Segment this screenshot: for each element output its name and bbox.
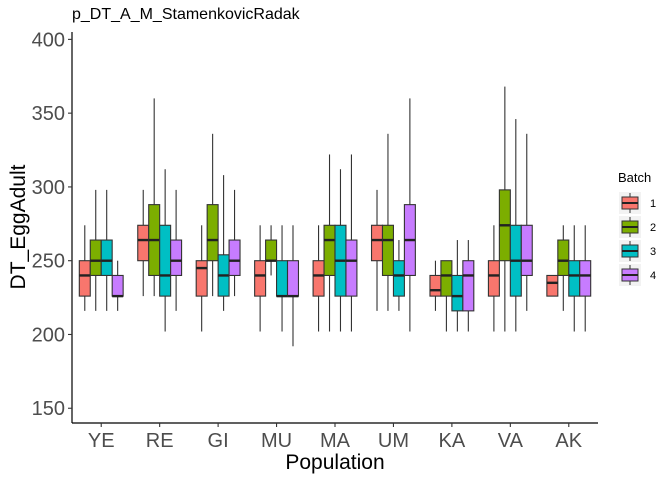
box-ye-batch-1 (78, 225, 91, 311)
box-ye-batch-2 (89, 189, 102, 311)
legend-label: 2 (650, 222, 656, 234)
box-va-batch-2 (498, 86, 511, 332)
legend-item-batch-4: 4 (619, 264, 656, 286)
box-iqr (370, 224, 384, 262)
box-ye-batch-3 (100, 189, 113, 311)
box-mu-batch-4 (286, 225, 300, 347)
box-iqr (557, 239, 570, 277)
box-mu-batch-2 (265, 225, 278, 276)
box-iqr (312, 260, 325, 297)
legend: Batch 1 2 3 4 (618, 170, 656, 286)
x-tick-label-re: RE (146, 430, 174, 452)
y-tick-label: 300 (32, 177, 65, 199)
box-iqr (265, 239, 278, 262)
legend-item-batch-3: 3 (619, 240, 656, 262)
x-axis-title: Population (285, 451, 384, 474)
box-iqr (323, 224, 336, 277)
legend-label: 3 (650, 246, 656, 258)
y-tick-label: 350 (32, 103, 65, 125)
box-ye-batch-4 (111, 260, 124, 311)
box-iqr (451, 274, 464, 312)
box-iqr (78, 260, 91, 297)
box-iqr (137, 224, 150, 262)
box-gi-batch-2 (206, 133, 219, 297)
box-ka-batch-1 (429, 260, 442, 311)
x-tick-label-um: UM (378, 430, 409, 452)
box-um-batch-3 (392, 240, 405, 311)
box-iqr (286, 260, 300, 297)
box-re-batch-3 (159, 169, 172, 332)
x-tick-label-ka: KA (439, 430, 466, 452)
x-tick-label-va: VA (498, 430, 524, 452)
box-iqr (254, 260, 267, 297)
box-iqr (228, 239, 241, 277)
box-iqr (159, 224, 172, 297)
box-iqr (206, 204, 219, 262)
box-va-batch-3 (509, 119, 522, 332)
box-ak-batch-1 (546, 274, 559, 297)
y-tick-label: 150 (32, 398, 65, 420)
y-axis-title: DT_EggAdult (7, 164, 30, 289)
box-ak-batch-4 (579, 225, 592, 332)
y-tick-label: 400 (32, 29, 65, 51)
box-gi-batch-4 (228, 189, 241, 297)
box-ak-batch-2 (557, 225, 570, 311)
x-tick-label-mu: MU (261, 430, 292, 452)
box-iqr (568, 260, 581, 297)
box-ma-batch-1 (312, 225, 325, 332)
box-um-batch-4 (403, 98, 416, 332)
box-re-batch-1 (137, 189, 150, 297)
box-iqr (381, 224, 394, 277)
box-iqr (440, 260, 453, 297)
box-ma-batch-3 (334, 169, 347, 332)
chart-title: p_DT_A_M_StamenkovicRadak (72, 6, 301, 23)
x-tick-label-ak: AK (555, 430, 582, 452)
box-um-batch-1 (370, 189, 384, 311)
box-iqr (520, 224, 533, 277)
legend-label: 1 (650, 198, 656, 210)
box-va-batch-1 (487, 225, 500, 332)
box-ka-batch-3 (451, 240, 464, 332)
box-iqr (276, 260, 289, 297)
x-tick-label-ye: YE (88, 430, 115, 452)
legend-label: 4 (650, 270, 656, 282)
legend-title: Batch (618, 170, 651, 185)
y-tick-label: 250 (32, 251, 65, 273)
box-iqr (429, 274, 442, 297)
box-iqr (487, 260, 500, 297)
box-iqr (546, 274, 559, 297)
box-ka-batch-4 (462, 240, 475, 332)
plot-area (78, 86, 592, 347)
box-va-batch-4 (520, 133, 533, 311)
box-gi-batch-1 (195, 225, 208, 332)
box-mu-batch-3 (276, 225, 289, 332)
legend-item-batch-1: 1 (619, 192, 656, 214)
x-tick-label-gi: GI (208, 430, 229, 452)
box-ak-batch-3 (568, 225, 581, 332)
box-ma-batch-4 (345, 154, 358, 332)
box-iqr (100, 239, 113, 277)
box-iqr (195, 260, 208, 297)
box-re-batch-2 (148, 98, 161, 297)
box-ka-batch-2 (440, 260, 453, 332)
box-re-batch-4 (170, 189, 183, 311)
box-iqr (462, 260, 475, 312)
x-tick-label-ma: MA (320, 430, 351, 452)
box-iqr (170, 239, 183, 277)
box-iqr (89, 239, 102, 277)
box-gi-batch-3 (217, 175, 230, 311)
y-axis-ticks: 150 200 250 300 350 400 (32, 29, 72, 420)
box-iqr (111, 274, 124, 297)
box-iqr (345, 239, 358, 297)
box-iqr (392, 260, 405, 297)
box-mu-batch-1 (254, 225, 267, 332)
legend-item-batch-2: 2 (619, 216, 656, 238)
box-iqr (579, 260, 592, 297)
box-ma-batch-2 (323, 154, 336, 332)
box-um-batch-2 (381, 133, 394, 311)
y-tick-label: 200 (32, 324, 65, 346)
x-axis-ticks: YE RE GI MU MA UM KA VA AK (88, 423, 583, 452)
